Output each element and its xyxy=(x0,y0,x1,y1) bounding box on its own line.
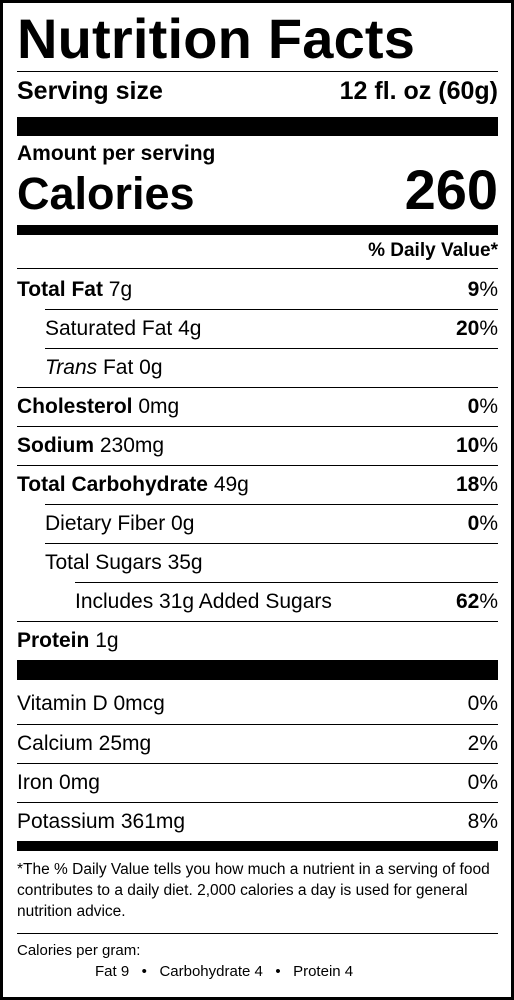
nutrient-amount: 230mg xyxy=(99,434,165,457)
nutrient-amount: 7g xyxy=(108,278,133,301)
nutrient-name: Includes 31g Added Sugars xyxy=(75,590,332,613)
nutrient-row-sodium: Sodium 230mg 10% xyxy=(17,426,498,465)
calories-per-gram-title: Calories per gram: xyxy=(17,942,141,959)
nutrient-amount: 1g xyxy=(95,629,119,652)
vitamin-dv: 8% xyxy=(467,810,498,833)
nutrient-row-saturated-fat: Saturated Fat 4g 20% xyxy=(17,309,498,348)
divider xyxy=(17,268,498,269)
nutrient-amount: 4g xyxy=(178,317,202,340)
nutrient-name: Saturated Fat xyxy=(45,317,173,340)
calories-label: Calories xyxy=(17,168,195,219)
thick-divider xyxy=(17,117,498,136)
vitamin-row-iron: Iron 0mg 0% xyxy=(17,763,498,802)
vitamin-row-potassium: Potassium 361mg 8% xyxy=(17,802,498,841)
vitamin-dv: 0% xyxy=(467,771,498,794)
nutrient-name: Total Fat xyxy=(17,278,103,301)
serving-size-label: Serving size xyxy=(17,77,163,105)
nutrient-amount: 0g xyxy=(139,356,163,379)
nutrient-name: Total Sugars xyxy=(45,551,162,574)
nutrient-row-cholesterol: Cholesterol 0mg 0% xyxy=(17,387,498,426)
medium-divider xyxy=(17,841,498,851)
divider xyxy=(45,504,498,505)
thick-divider xyxy=(17,660,498,680)
daily-value-header: % Daily Value* xyxy=(368,240,498,261)
calories-per-gram-values: Fat 9 • Carbohydrate 4 • Protein 4 xyxy=(95,963,354,980)
vitamin-dv: 2% xyxy=(467,732,498,755)
vitamin-name: Potassium 361mg xyxy=(17,810,186,833)
vitamin-dv: 0% xyxy=(467,692,498,715)
vitamin-row-calcium: Calcium 25mg 2% xyxy=(17,724,498,763)
nutrient-dv: 18% xyxy=(455,473,498,496)
divider xyxy=(17,621,498,622)
divider xyxy=(17,426,498,427)
serving-size-row: Serving size 12 fl. oz (60g) xyxy=(17,75,498,107)
nutrient-dv: 10% xyxy=(455,434,498,457)
nutrient-name: Cholesterol xyxy=(17,395,133,418)
calories-row: Calories 260 xyxy=(17,159,498,225)
nutrient-row-added-sugars: Includes 31g Added Sugars 62% xyxy=(17,582,498,621)
divider xyxy=(17,387,498,388)
nutrient-name: Dietary Fiber xyxy=(45,512,166,535)
nutrient-dv: 62% xyxy=(455,590,498,613)
nutrient-row-total-fat: Total Fat 7g 9% xyxy=(17,270,498,309)
nutrient-amount: 49g xyxy=(213,473,249,496)
nutrient-name: Total Carbohydrate xyxy=(17,473,208,496)
divider xyxy=(75,582,498,583)
vitamin-name: Vitamin D 0mcg xyxy=(17,692,165,715)
nutrient-amount: 35g xyxy=(167,551,203,574)
nutrient-name: Fat xyxy=(102,356,134,379)
nutrient-row-total-sugars: Total Sugars 35g xyxy=(17,543,498,582)
nutrient-dv: 0% xyxy=(467,395,498,418)
nutrient-dv: 9% xyxy=(467,278,498,301)
calories-value: 260 xyxy=(404,158,498,221)
divider xyxy=(17,71,498,72)
divider xyxy=(45,348,498,349)
nutrient-dv: 0% xyxy=(467,512,498,535)
nutrient-row-total-carbohydrate: Total Carbohydrate 49g 18% xyxy=(17,465,498,504)
nutrient-row-dietary-fiber: Dietary Fiber 0g 0% xyxy=(17,504,498,543)
amount-per-serving: Amount per serving xyxy=(17,142,216,165)
divider xyxy=(17,933,498,934)
nutrient-name-italic: Trans xyxy=(45,356,98,379)
daily-value-footnote: *The % Daily Value tells you how much a … xyxy=(17,861,490,920)
nutrient-row-trans-fat: Trans Fat 0g xyxy=(17,348,498,387)
medium-divider xyxy=(17,225,498,235)
vitamin-row-vitamin-d: Vitamin D 0mcg 0% xyxy=(17,684,498,723)
divider xyxy=(17,802,498,803)
divider xyxy=(17,763,498,764)
serving-size-value: 12 fl. oz (60g) xyxy=(339,77,498,105)
vitamin-name: Iron 0mg xyxy=(17,771,100,794)
divider xyxy=(17,465,498,466)
nutrient-name: Sodium xyxy=(17,434,94,457)
nutrient-dv: 20% xyxy=(455,317,498,340)
vitamin-name: Calcium 25mg xyxy=(17,732,152,755)
divider xyxy=(17,724,498,725)
nutrient-amount: 0g xyxy=(171,512,195,535)
label-title: Nutrition Facts xyxy=(17,7,416,70)
divider xyxy=(45,543,498,544)
divider xyxy=(45,309,498,310)
nutrient-amount: 0mg xyxy=(138,395,180,418)
nutrient-row-protein: Protein 1g xyxy=(17,621,498,660)
nutrient-name: Protein xyxy=(17,629,90,652)
